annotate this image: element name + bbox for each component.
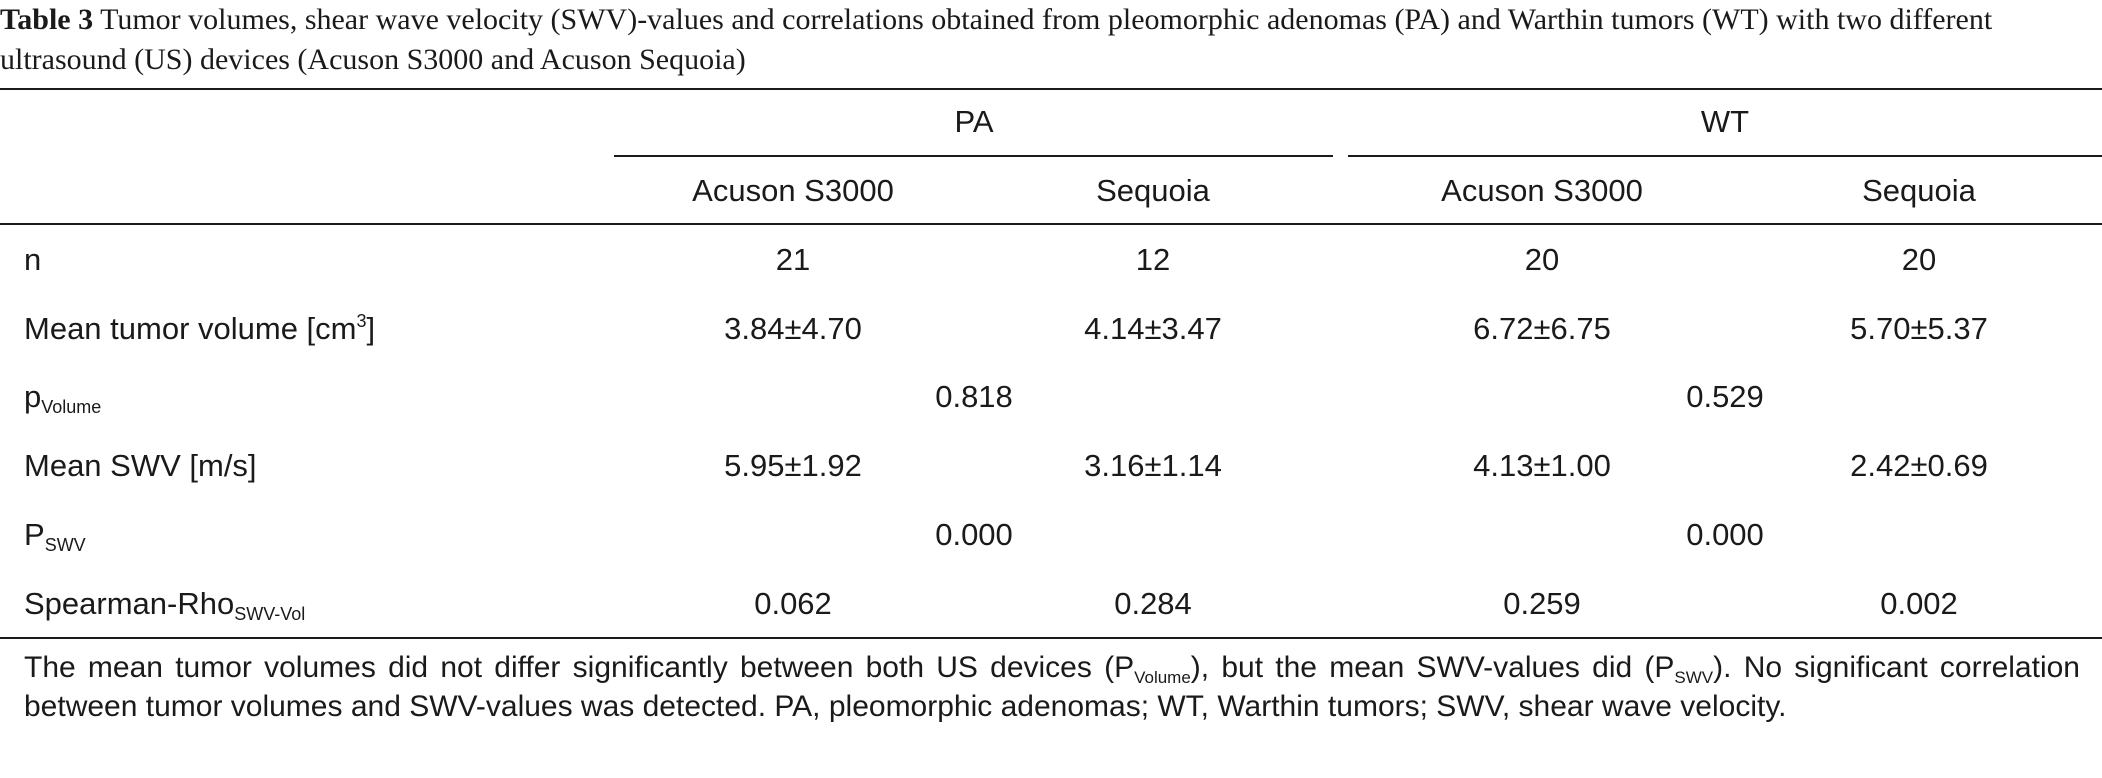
device-header-pa-s3000: Acuson S3000: [692, 173, 894, 208]
n-wt-sequoia: 20: [1901, 242, 1937, 277]
device-header-wt-s3000: Acuson S3000: [1441, 173, 1643, 208]
volume-label-sup: 3: [356, 311, 367, 331]
device-header-wt-sequoia: Sequoia: [1862, 173, 1976, 208]
volume-label-end: ]: [366, 311, 376, 346]
volume-pa-s3000: 3.84±4.70: [724, 311, 862, 346]
p-swv-pa: 0.000: [935, 517, 1013, 552]
rho-label-sub: SWV-Vol: [234, 604, 306, 624]
caption-text: Tumor volumes, shear wave velocity (SWV)…: [0, 3, 1993, 76]
rho-pa-sequoia: 0.284: [1114, 586, 1192, 621]
caption-label: Table 3: [0, 3, 94, 36]
volume-wt-sequoia: 5.70±5.37: [1850, 311, 1988, 346]
n-pa-s3000: 21: [775, 242, 811, 277]
table-footnote: The mean tumor volumes did not differ si…: [24, 648, 2080, 726]
n-wt-s3000: 20: [1524, 242, 1560, 277]
footnote-sub1: Volume: [1134, 668, 1191, 687]
footnote-part1: The mean tumor volumes did not differ si…: [24, 651, 1135, 684]
p-swv-label-sub: SWV: [44, 535, 86, 555]
p-swv-wt: 0.000: [1686, 517, 1764, 552]
group-header-wt: WT: [1700, 104, 1750, 139]
p-volume-wt: 0.529: [1686, 379, 1764, 414]
row-label-swv: Mean SWV [m/s]: [24, 448, 257, 483]
n-pa-sequoia: 12: [1135, 242, 1171, 277]
row-label-p-swv: PSWV: [24, 517, 86, 555]
rho-wt-s3000: 0.259: [1503, 586, 1581, 621]
row-label-rho: Spearman-RhoSWV-Vol: [24, 586, 306, 624]
p-swv-label-text: P: [24, 517, 45, 552]
row-label-n: n: [24, 242, 42, 277]
wt-group-rule: [1348, 155, 2102, 157]
rho-pa-s3000: 0.062: [754, 586, 832, 621]
footnote-part2: ), but the mean SWV-values did (P: [1190, 651, 1675, 684]
swv-pa-s3000: 5.95±1.92: [724, 448, 862, 483]
rho-label-text: Spearman-Rho: [24, 586, 235, 621]
table-caption: Table 3 Tumor volumes, shear wave veloci…: [0, 0, 2102, 80]
volume-wt-s3000: 6.72±6.75: [1473, 311, 1611, 346]
row-label-volume: Mean tumor volume [cm3]: [24, 311, 375, 347]
row-label-p-volume: pVolume: [24, 379, 102, 417]
volume-label-text: Mean tumor volume [cm: [24, 311, 357, 346]
p-volume-label-text: p: [24, 379, 42, 414]
volume-pa-sequoia: 4.14±3.47: [1084, 311, 1222, 346]
p-volume-label-sub: Volume: [41, 397, 102, 417]
top-rule: [0, 88, 2102, 90]
device-header-pa-sequoia: Sequoia: [1096, 173, 1210, 208]
swv-pa-sequoia: 3.16±1.14: [1084, 448, 1222, 483]
footnote-sub2: SWV: [1674, 668, 1714, 687]
p-volume-pa: 0.818: [935, 379, 1013, 414]
swv-wt-s3000: 4.13±1.00: [1473, 448, 1611, 483]
table-bottom-rule: [0, 637, 2102, 639]
pa-group-rule: [614, 155, 1333, 157]
footnote-part3: ). No significant correlation between tu…: [24, 651, 2080, 723]
header-bottom-rule: [0, 223, 2102, 225]
swv-wt-sequoia: 2.42±0.69: [1850, 448, 1988, 483]
rho-wt-sequoia: 0.002: [1880, 586, 1958, 621]
group-header-pa: PA: [954, 104, 994, 139]
